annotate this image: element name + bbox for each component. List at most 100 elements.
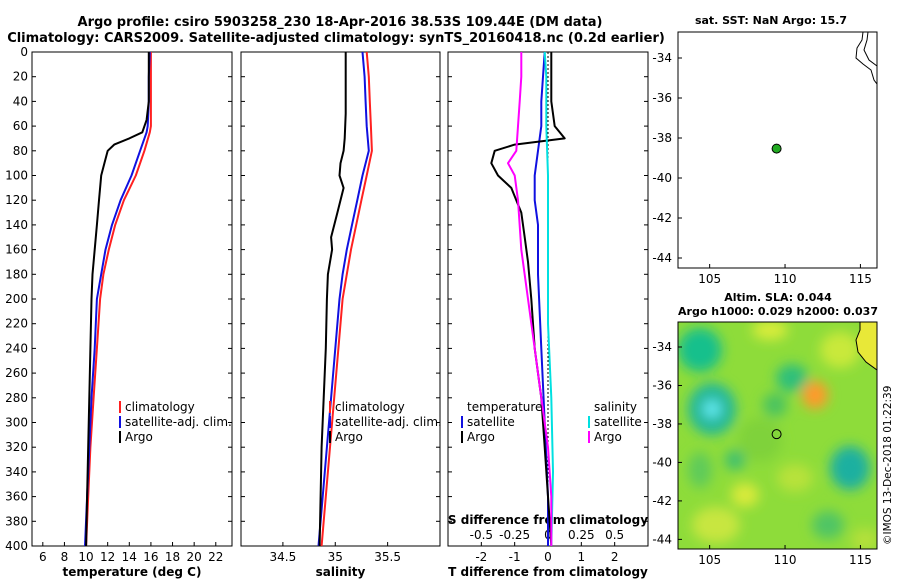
x-tick-label: 14	[122, 550, 137, 564]
legend-climatology-label: climatology	[125, 400, 195, 414]
lat-tick-label: -38	[652, 131, 672, 145]
y-tick-label: 60	[13, 119, 28, 133]
lon-tick-label: 105	[698, 272, 721, 286]
y-tick-label: 340	[5, 465, 28, 479]
x-tick-label: 16	[143, 550, 158, 564]
sla-field	[678, 322, 877, 549]
lat-tick-label: -44	[652, 251, 672, 265]
sst-map-frame	[677, 31, 878, 269]
legend-argo-label: Argo	[125, 430, 153, 444]
y-tick-label: 140	[5, 218, 28, 232]
x-tick-label: 20	[187, 550, 202, 564]
x-tick-label: 1	[578, 550, 586, 564]
x-axis-label: salinity	[316, 565, 366, 579]
x-tick-label: 8	[61, 550, 69, 564]
x-axis-label: temperature (deg C)	[63, 565, 202, 579]
salinity-legend: climatology satellite-adj. clim. Argo	[329, 400, 442, 444]
legend-argo-label: Argo	[335, 430, 363, 444]
y-tick-label: 380	[5, 514, 28, 528]
legend-s-argo-label: Argo	[594, 430, 622, 444]
sla-land	[855, 322, 877, 371]
lon-tick-label: 110	[774, 272, 797, 286]
series-line-climatology	[320, 51, 373, 547]
lat-tick-label: -40	[652, 455, 672, 469]
x-tick-label: 0	[544, 550, 552, 564]
y-tick-label: 100	[5, 169, 28, 183]
sla-map-title-1: Altim. SLA: 0.044	[724, 291, 832, 304]
legend-climatology-label: climatology	[335, 400, 405, 414]
series-line-s-satellite	[543, 51, 554, 547]
y-tick-label: 400	[5, 539, 28, 553]
y-tick-label: 320	[5, 440, 28, 454]
legend-satellite-label: satellite-adj. clim.	[125, 415, 232, 429]
series-line-argo	[85, 52, 150, 547]
lon-tick-label: 115	[849, 553, 872, 567]
sst-coastline-inner	[863, 31, 878, 67]
y-tick-label: 360	[5, 490, 28, 504]
float-position-marker	[771, 143, 782, 154]
float-position-marker	[771, 429, 782, 440]
y-tick-label: 240	[5, 341, 28, 355]
x-tick-label: 12	[100, 550, 115, 564]
sst-coastline	[855, 31, 878, 86]
x-tick-label: 18	[165, 550, 180, 564]
lat-tick-label: -44	[652, 532, 672, 546]
sst-map: sat. SST: NaN Argo: 15.7 105 110 115 -34 -36…	[652, 14, 878, 286]
y-tick-label: 120	[5, 193, 28, 207]
sla-map-axes: 105 110 115 -34 -36 -38 -40 -42 -44	[652, 340, 871, 567]
temperature-legend: climatology satellite-adj. clim. Argo	[119, 400, 232, 444]
y-tick-label: 180	[5, 267, 28, 281]
lat-tick-label: -38	[652, 417, 672, 431]
legend-salinity-title: salinity	[594, 400, 637, 414]
sla-map-title-2: Argo h1000: 0.029 h2000: 0.037	[678, 305, 878, 318]
lon-tick-label: 110	[774, 553, 797, 567]
plot-frame	[31, 51, 233, 547]
x-tick-label: 6	[39, 550, 47, 564]
legend-satellite-label: satellite-adj. clim.	[335, 415, 442, 429]
x-tick-label: 35	[328, 550, 343, 564]
legend-t-satellite-label: satellite	[467, 415, 515, 429]
temperature-panel: 0 20 40 60 80 100 120 140 160 180 200 220 240 260 280 3…	[5, 45, 233, 579]
lat-tick-label: -42	[652, 494, 672, 508]
lat-tick-label: -42	[652, 211, 672, 225]
credit-text: ©IMOS 13-Dec-2018 01:22:39	[882, 386, 894, 545]
x-tick-label: 34.5	[270, 550, 297, 564]
s-tick-label: -0.5	[470, 528, 493, 542]
y-tick-label: 40	[13, 94, 28, 108]
s-tick-label: -0.25	[499, 528, 530, 542]
series-line-s-argo	[507, 52, 553, 546]
y-tick-label: 200	[5, 292, 28, 306]
sst-map-axes: 105 110 115 -34 -36 -38 -40 -42 -44	[652, 51, 871, 286]
series-line-satellite	[84, 51, 151, 547]
x-tick-label: 2	[611, 550, 619, 564]
lon-tick-label: 105	[698, 553, 721, 567]
y-tick-label: 260	[5, 366, 28, 380]
difference-legend: temperature salinity satellite Argo sate…	[461, 400, 642, 444]
x-tick-label: -2	[475, 550, 487, 564]
y-tick-label: 300	[5, 416, 28, 430]
y-tick-label: 0	[20, 45, 28, 59]
x-tick-label: 10	[78, 550, 93, 564]
x-tick-label: 35.5	[374, 550, 401, 564]
y-tick-label: 20	[13, 70, 28, 84]
x-tick-label: -1	[509, 550, 521, 564]
legend-s-satellite-label: satellite	[594, 415, 642, 429]
title-line-1: Argo profile: csiro 5903258_230 18-Apr-2…	[78, 15, 603, 30]
lon-tick-label: 115	[849, 272, 872, 286]
sst-map-title: sat. SST: NaN Argo: 15.7	[695, 14, 847, 27]
sla-map: Altim. SLA: 0.044 Argo h1000: 0.029 h200…	[652, 291, 878, 567]
salinity-panel: 34.5 35 35.5 salinity	[240, 51, 441, 579]
s-tick-label: 0.5	[605, 528, 624, 542]
y-tick-label: 160	[5, 243, 28, 257]
y-tick-label: 80	[13, 144, 28, 158]
sla-map-frame	[677, 321, 878, 550]
x-axis-label: T difference from climatology	[448, 565, 648, 579]
series-line-argo	[318, 52, 347, 547]
y-tick-label: 280	[5, 391, 28, 405]
lat-tick-label: -34	[652, 51, 672, 65]
x-tick-label: 22	[208, 550, 223, 564]
lat-tick-label: -34	[652, 340, 672, 354]
lat-tick-label: -36	[652, 91, 672, 105]
